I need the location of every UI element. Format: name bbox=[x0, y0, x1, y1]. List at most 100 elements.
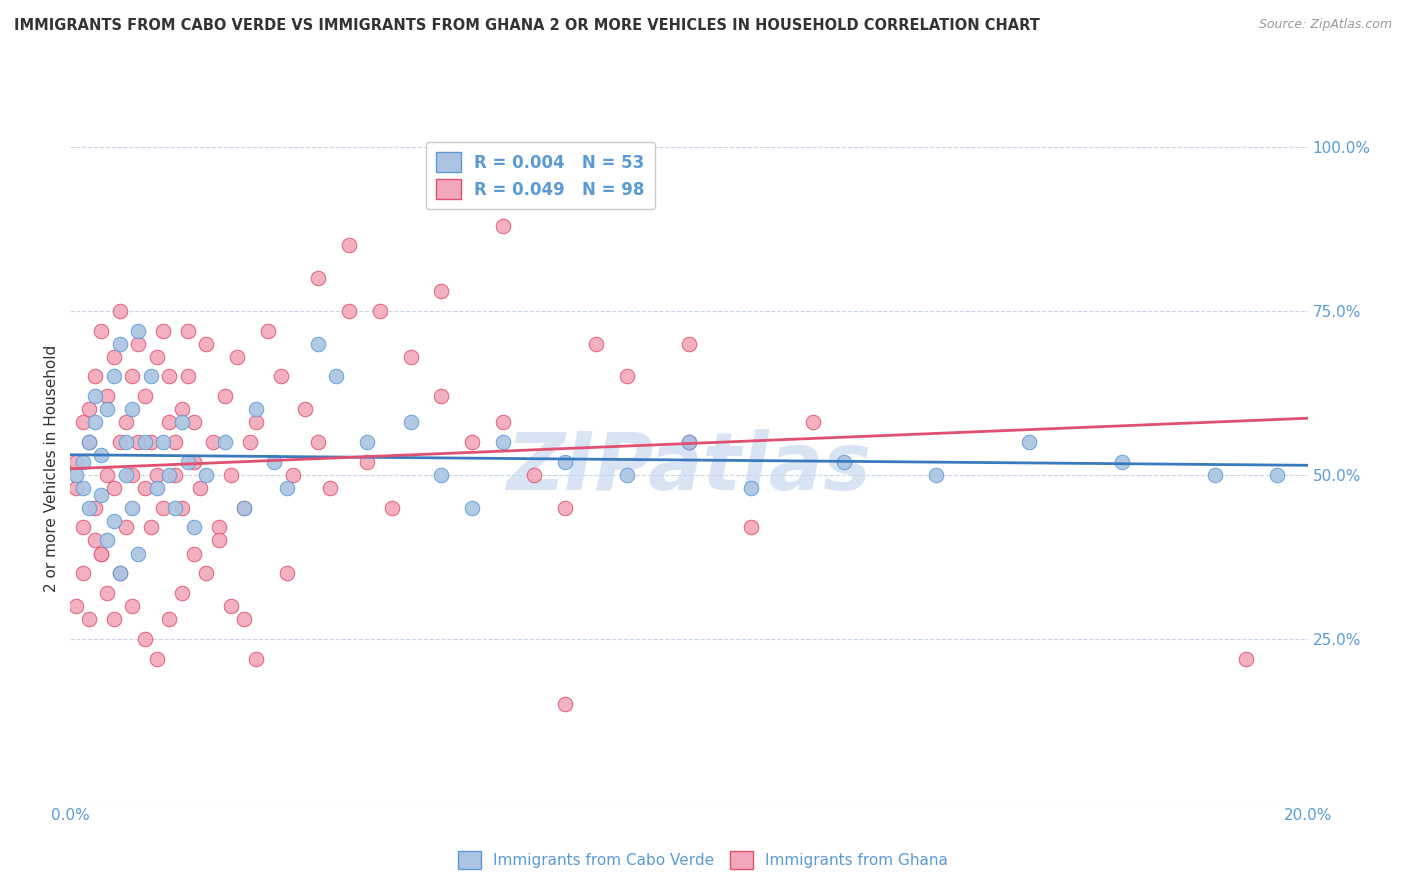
Point bbox=[245, 416, 267, 430]
Point bbox=[239, 435, 262, 450]
Point bbox=[84, 500, 107, 515]
Point bbox=[84, 369, 107, 384]
Point bbox=[170, 416, 193, 430]
Point bbox=[96, 533, 118, 548]
Point bbox=[139, 435, 162, 450]
Point bbox=[90, 547, 112, 561]
Point bbox=[201, 435, 224, 450]
Point bbox=[77, 435, 100, 450]
Point bbox=[72, 520, 94, 534]
Point bbox=[77, 402, 100, 417]
Point bbox=[139, 369, 162, 384]
Point bbox=[1265, 467, 1288, 482]
Point bbox=[585, 336, 607, 351]
Point bbox=[188, 481, 211, 495]
Legend: Immigrants from Cabo Verde, Immigrants from Ghana: Immigrants from Cabo Verde, Immigrants f… bbox=[453, 845, 953, 875]
Point bbox=[307, 336, 329, 351]
Point bbox=[678, 435, 700, 450]
Point bbox=[152, 324, 174, 338]
Point bbox=[157, 467, 180, 482]
Point bbox=[146, 651, 169, 665]
Point bbox=[103, 369, 125, 384]
Point bbox=[90, 448, 112, 462]
Point bbox=[219, 467, 242, 482]
Point bbox=[157, 612, 180, 626]
Point bbox=[84, 389, 107, 403]
Point bbox=[134, 481, 156, 495]
Point bbox=[678, 435, 700, 450]
Point bbox=[96, 586, 118, 600]
Text: IMMIGRANTS FROM CABO VERDE VS IMMIGRANTS FROM GHANA 2 OR MORE VEHICLES IN HOUSEH: IMMIGRANTS FROM CABO VERDE VS IMMIGRANTS… bbox=[14, 18, 1040, 33]
Point bbox=[146, 467, 169, 482]
Point bbox=[170, 586, 193, 600]
Point bbox=[281, 467, 304, 482]
Point bbox=[90, 487, 112, 501]
Point bbox=[294, 402, 316, 417]
Point bbox=[121, 599, 143, 613]
Point bbox=[226, 350, 249, 364]
Point bbox=[84, 416, 107, 430]
Point bbox=[381, 500, 404, 515]
Point bbox=[90, 547, 112, 561]
Point bbox=[276, 566, 298, 581]
Point bbox=[183, 520, 205, 534]
Point bbox=[554, 500, 576, 515]
Point bbox=[461, 435, 484, 450]
Point bbox=[90, 324, 112, 338]
Point bbox=[170, 402, 193, 417]
Point bbox=[103, 612, 125, 626]
Y-axis label: 2 or more Vehicles in Household: 2 or more Vehicles in Household bbox=[44, 344, 59, 592]
Point bbox=[170, 500, 193, 515]
Point bbox=[108, 566, 131, 581]
Point bbox=[430, 389, 453, 403]
Point bbox=[152, 500, 174, 515]
Point bbox=[65, 467, 87, 482]
Point bbox=[399, 416, 422, 430]
Point bbox=[1234, 651, 1257, 665]
Point bbox=[84, 533, 107, 548]
Point bbox=[325, 369, 347, 384]
Point bbox=[121, 500, 143, 515]
Point bbox=[65, 481, 87, 495]
Point bbox=[319, 481, 342, 495]
Point bbox=[121, 467, 143, 482]
Point bbox=[307, 271, 329, 285]
Point bbox=[183, 455, 205, 469]
Point bbox=[72, 416, 94, 430]
Legend: R = 0.004   N = 53, R = 0.049   N = 98: R = 0.004 N = 53, R = 0.049 N = 98 bbox=[426, 142, 655, 210]
Point bbox=[492, 416, 515, 430]
Point bbox=[430, 467, 453, 482]
Point bbox=[103, 481, 125, 495]
Point bbox=[208, 533, 231, 548]
Point bbox=[276, 481, 298, 495]
Point bbox=[177, 369, 200, 384]
Point bbox=[219, 599, 242, 613]
Point bbox=[165, 435, 187, 450]
Point bbox=[1204, 467, 1226, 482]
Point bbox=[139, 520, 162, 534]
Point bbox=[270, 369, 292, 384]
Point bbox=[523, 467, 546, 482]
Point bbox=[65, 599, 87, 613]
Point bbox=[121, 369, 143, 384]
Point bbox=[232, 500, 254, 515]
Point bbox=[183, 547, 205, 561]
Text: Source: ZipAtlas.com: Source: ZipAtlas.com bbox=[1258, 18, 1392, 31]
Point bbox=[127, 547, 149, 561]
Point bbox=[214, 435, 236, 450]
Point bbox=[740, 481, 762, 495]
Point bbox=[108, 304, 131, 318]
Point bbox=[232, 612, 254, 626]
Point bbox=[195, 566, 218, 581]
Point bbox=[195, 336, 218, 351]
Point bbox=[115, 416, 138, 430]
Point bbox=[72, 566, 94, 581]
Point bbox=[65, 455, 87, 469]
Point bbox=[337, 238, 360, 252]
Point bbox=[134, 632, 156, 646]
Point bbox=[127, 324, 149, 338]
Point bbox=[368, 304, 391, 318]
Point bbox=[356, 455, 378, 469]
Point bbox=[157, 369, 180, 384]
Point bbox=[127, 435, 149, 450]
